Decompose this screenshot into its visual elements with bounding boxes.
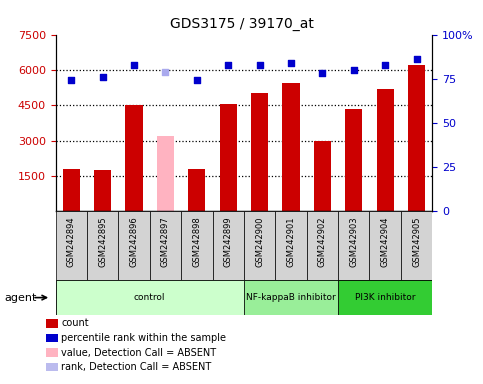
Point <box>68 78 75 84</box>
Point <box>319 70 327 76</box>
Text: percentile rank within the sample: percentile rank within the sample <box>61 333 227 343</box>
Point <box>287 60 295 66</box>
Bar <box>345 109 362 211</box>
Bar <box>188 169 205 211</box>
Bar <box>314 141 331 211</box>
Point <box>193 78 201 84</box>
Text: GDS3175 / 39170_at: GDS3175 / 39170_at <box>170 17 313 31</box>
Text: GSM242894: GSM242894 <box>67 217 76 267</box>
Text: GSM242898: GSM242898 <box>192 217 201 268</box>
FancyBboxPatch shape <box>338 211 369 280</box>
Text: agent: agent <box>5 293 37 303</box>
Text: GSM242895: GSM242895 <box>98 217 107 267</box>
Text: GSM242897: GSM242897 <box>161 217 170 268</box>
Bar <box>244 280 338 315</box>
FancyBboxPatch shape <box>307 211 338 280</box>
Point <box>99 74 107 80</box>
Bar <box>251 93 268 211</box>
FancyBboxPatch shape <box>118 211 150 280</box>
Bar <box>126 105 142 211</box>
Point <box>224 61 232 68</box>
Point <box>350 67 357 73</box>
Point <box>130 61 138 68</box>
Text: GSM242905: GSM242905 <box>412 217 421 267</box>
Text: PI3K inhibitor: PI3K inhibitor <box>355 293 415 302</box>
Bar <box>377 89 394 211</box>
Text: GSM242900: GSM242900 <box>255 217 264 267</box>
Bar <box>56 280 244 315</box>
FancyBboxPatch shape <box>275 211 307 280</box>
Bar <box>338 280 432 315</box>
FancyBboxPatch shape <box>401 211 432 280</box>
Point <box>412 56 420 62</box>
Bar <box>63 169 80 211</box>
Text: NF-kappaB inhibitor: NF-kappaB inhibitor <box>246 293 336 302</box>
Text: rank, Detection Call = ABSENT: rank, Detection Call = ABSENT <box>61 362 212 372</box>
FancyBboxPatch shape <box>213 211 244 280</box>
Text: GSM242902: GSM242902 <box>318 217 327 267</box>
FancyBboxPatch shape <box>181 211 213 280</box>
Text: control: control <box>134 293 166 302</box>
Text: GSM242903: GSM242903 <box>349 217 358 267</box>
Point <box>161 69 170 75</box>
Bar <box>94 170 111 211</box>
Bar <box>220 104 237 211</box>
Bar <box>408 65 425 211</box>
Text: value, Detection Call = ABSENT: value, Detection Call = ABSENT <box>61 348 216 358</box>
FancyBboxPatch shape <box>244 211 275 280</box>
Text: GSM242901: GSM242901 <box>286 217 296 267</box>
Point <box>382 61 389 68</box>
Text: GSM242899: GSM242899 <box>224 217 233 267</box>
FancyBboxPatch shape <box>369 211 401 280</box>
Text: count: count <box>61 318 89 328</box>
Bar <box>283 83 299 211</box>
Bar <box>157 136 174 211</box>
FancyBboxPatch shape <box>87 211 118 280</box>
Point <box>256 61 264 68</box>
FancyBboxPatch shape <box>56 211 87 280</box>
FancyBboxPatch shape <box>150 211 181 280</box>
Text: GSM242904: GSM242904 <box>381 217 390 267</box>
Text: GSM242896: GSM242896 <box>129 217 139 268</box>
